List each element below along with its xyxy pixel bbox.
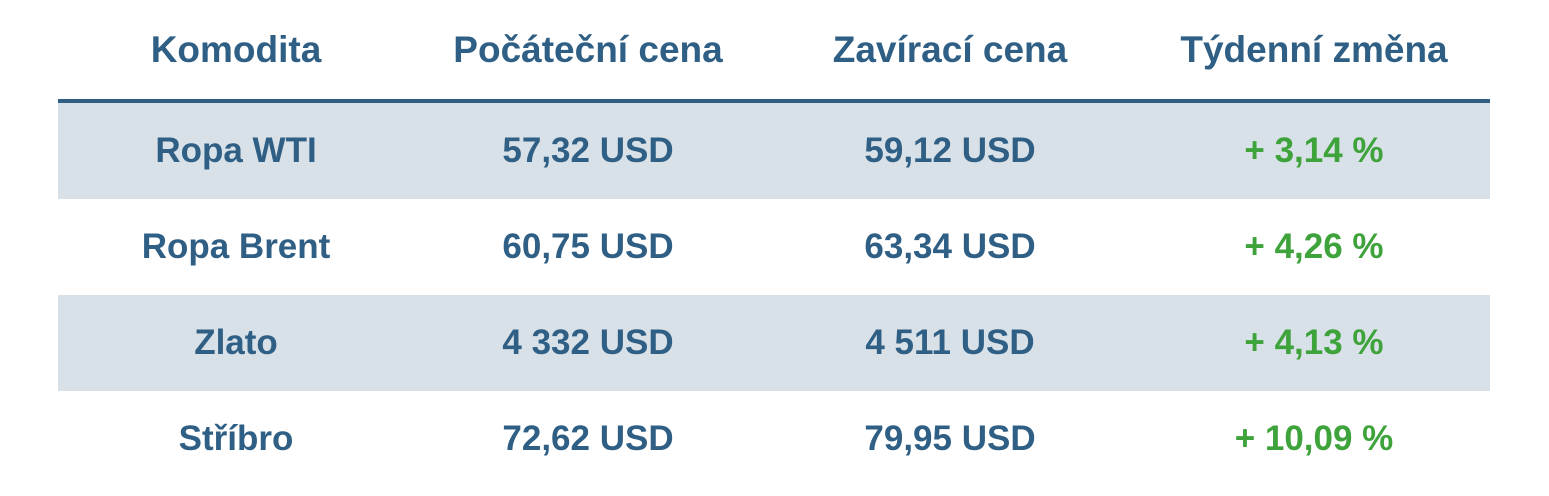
table-row: Ropa Brent 60,75 USD 63,34 USD + 4,26 % [58, 199, 1490, 295]
start-price-cell: 60,75 USD [502, 227, 674, 266]
start-price-cell: 57,32 USD [502, 131, 674, 170]
close-price-cell: 79,95 USD [864, 419, 1036, 458]
close-price-cell: 59,12 USD [864, 131, 1036, 170]
start-price-cell: 72,62 USD [502, 419, 674, 458]
close-price-cell: 4 511 USD [865, 323, 1035, 362]
header-weekly-change: Týdenní změna [1180, 28, 1448, 70]
commodity-cell: Ropa Brent [141, 227, 331, 266]
header-commodity: Komodita [150, 28, 322, 70]
weekly-change-cell: + 4,13 % [1244, 323, 1384, 362]
header-start-price: Počáteční cena [453, 28, 723, 70]
commodity-table: Komodita Počáteční cena Zavírací cena Tý… [58, 0, 1490, 487]
table-row: Ropa WTI 57,32 USD 59,12 USD + 3,14 % [58, 103, 1490, 199]
table-header: Komodita Počáteční cena Zavírací cena Tý… [58, 0, 1490, 103]
weekly-change-cell: + 3,14 % [1244, 131, 1384, 170]
commodity-cell: Zlato [194, 323, 278, 362]
header-close-price: Zavírací cena [832, 28, 1068, 70]
commodity-cell: Stříbro [178, 419, 294, 458]
weekly-change-cell: + 4,26 % [1244, 227, 1384, 266]
close-price-cell: 63,34 USD [864, 227, 1036, 266]
commodity-cell: Ropa WTI [155, 131, 317, 170]
weekly-change-cell: + 10,09 % [1234, 419, 1394, 458]
table-row: Zlato 4 332 USD 4 511 USD + 4,13 % [58, 295, 1490, 391]
start-price-cell: 4 332 USD [502, 323, 674, 362]
table-row: Stříbro 72,62 USD 79,95 USD + 10,09 % [58, 391, 1490, 487]
